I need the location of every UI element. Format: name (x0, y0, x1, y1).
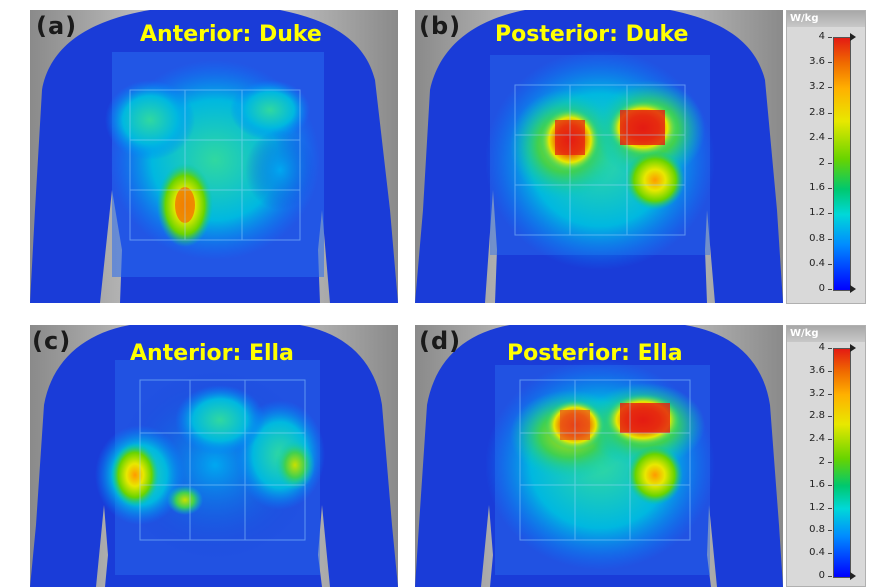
panel-tag-a: (a) (36, 12, 78, 40)
colorbar-end-marker (850, 572, 856, 580)
panel-tag-b: (b) (419, 12, 462, 40)
colorbar-unit: W/kg (787, 11, 865, 27)
colorbar-tick-label: 0.8 (809, 232, 825, 244)
colorbar-tick-label: 2.8 (809, 410, 825, 422)
colorbar-tick-label: 2.4 (809, 433, 825, 445)
colorbar-tick-label: 0.4 (809, 257, 825, 269)
colorbar-legend-bottom: W/kg 4 3.6 3.2 2.8 2.4 2 1.6 1.2 0.8 0.4 0 (786, 325, 866, 587)
sar-hotspot (111, 443, 159, 507)
colorbar-gradient (833, 348, 851, 578)
panel-title-d: Posterior: Ella (507, 341, 683, 366)
panel-tag-c: (c) (32, 327, 72, 355)
colorbar-tick-mark (828, 507, 832, 509)
panel-c-anterior-ella: (c) Anterior: Ella (30, 325, 398, 587)
colorbar-tick-label: 0 (818, 283, 825, 294)
panel-title-c: Anterior: Ella (130, 341, 294, 366)
colorbar-tick-mark (828, 137, 832, 139)
colorbar-tick-mark (828, 439, 832, 441)
sar-map-a (30, 10, 398, 303)
panel-title-b: Posterior: Duke (495, 22, 689, 47)
panel-a-anterior-duke: (a) Anterior: Duke (30, 10, 398, 303)
sar-map-b (415, 10, 783, 303)
panel-b-posterior-duke: (b) Posterior: Duke (415, 10, 783, 303)
colorbar-tick-label: 4 (818, 31, 825, 42)
panel-tag-d: (d) (419, 327, 462, 355)
colorbar-tick-label: 1.6 (809, 478, 825, 490)
colorbar-tick-mark (828, 238, 832, 240)
colorbar-tick-mark (828, 393, 832, 395)
colorbar-tick-mark (828, 263, 832, 265)
colorbar-tick-label: 1.2 (809, 207, 825, 219)
colorbar-tick-label: 2.4 (809, 131, 825, 143)
colorbar-tick-mark (828, 163, 832, 164)
colorbar-tick-label: 1.6 (809, 182, 825, 194)
panel-title-a: Anterior: Duke (140, 22, 322, 47)
colorbar-tick-mark (828, 289, 832, 290)
colorbar-legend-top: W/kg 4 3.6 3.2 2.8 2.4 2 1.6 1.2 0.8 0.4 0 (786, 10, 866, 304)
colorbar-tick-mark (828, 213, 832, 215)
colorbar-tick-label: 0.8 (809, 524, 825, 536)
colorbar-tick-label: 1.2 (809, 501, 825, 513)
array-grid (129, 89, 301, 241)
colorbar-end-marker (850, 285, 856, 293)
array-grid (514, 84, 686, 236)
colorbar-tick-mark (828, 348, 832, 349)
array-grid (139, 379, 306, 541)
colorbar-tick-label: 2 (818, 456, 825, 467)
colorbar-tick-mark (828, 484, 832, 486)
colorbar-tick-mark (828, 62, 832, 64)
colorbar-tick-label: 2.8 (809, 106, 825, 118)
colorbar-end-marker (850, 33, 856, 41)
colorbar-tick-mark (828, 416, 832, 418)
colorbar-tick-mark (828, 576, 832, 577)
colorbar-tick-label: 0 (818, 570, 825, 581)
colorbar-tick-label: 4 (818, 342, 825, 353)
colorbar-tick-mark (828, 37, 832, 38)
colorbar-gradient (833, 37, 851, 291)
colorbar-end-marker (850, 344, 856, 352)
array-grid (519, 379, 691, 541)
colorbar-tick-label: 0.4 (809, 547, 825, 559)
colorbar-tick-label: 3.2 (809, 81, 825, 93)
sar-map-d (415, 325, 783, 587)
colorbar-tick-mark (828, 370, 832, 372)
colorbar-unit: W/kg (787, 326, 865, 342)
colorbar-tick-mark (828, 530, 832, 532)
colorbar-tick-label: 3.6 (809, 364, 825, 376)
colorbar-tick-mark (828, 87, 832, 89)
colorbar-tick-mark (828, 188, 832, 190)
sar-map-c (30, 325, 398, 587)
colorbar-tick-mark (828, 112, 832, 114)
panel-d-posterior-ella: (d) Posterior: Ella (415, 325, 783, 587)
colorbar-tick-label: 2 (818, 157, 825, 168)
colorbar-tick-label: 3.6 (809, 56, 825, 68)
colorbar-tick-label: 3.2 (809, 387, 825, 399)
colorbar-tick-mark (828, 553, 832, 555)
colorbar-tick-mark (828, 462, 832, 463)
